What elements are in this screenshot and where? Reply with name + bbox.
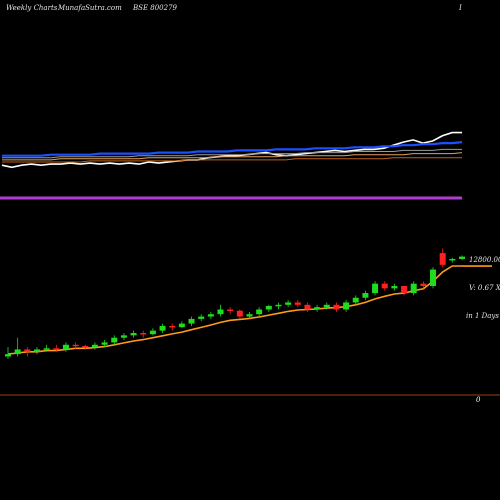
candle-body — [111, 337, 118, 343]
period-label: in 1 Days — [466, 312, 499, 320]
candle-body — [91, 344, 98, 348]
candle-body — [188, 318, 195, 324]
candle-body — [43, 348, 50, 350]
candle-body — [439, 253, 446, 265]
price-panel — [5, 248, 492, 359]
candle-body — [410, 283, 417, 294]
zero-marker: 0 — [476, 396, 481, 404]
indicator-series-line — [2, 152, 463, 161]
candle-body — [294, 302, 301, 305]
candle-body — [401, 286, 408, 294]
indicator-series-line — [2, 157, 462, 163]
candle-body — [149, 330, 156, 335]
candle-body — [449, 258, 456, 261]
candle-body — [236, 310, 243, 317]
candle-body — [430, 269, 437, 286]
candle-body — [120, 335, 127, 338]
zero-label: 0 — [476, 396, 481, 404]
indicator-panel — [1, 131, 463, 169]
candle-body — [217, 309, 224, 315]
candle-body — [333, 304, 340, 310]
candle-body — [82, 345, 89, 348]
candle-body — [391, 286, 398, 289]
candle-body — [362, 293, 369, 298]
candle-body — [14, 349, 21, 355]
candle-body — [207, 314, 214, 317]
candle-body — [33, 349, 40, 352]
candle-body — [101, 342, 108, 345]
candle-body — [285, 302, 292, 305]
candle-body — [304, 304, 311, 310]
candle-body — [372, 283, 379, 294]
candle-body — [24, 349, 31, 352]
candle-body — [159, 325, 166, 331]
candle-body — [178, 323, 185, 328]
candle-body — [352, 297, 359, 303]
candle-body — [227, 309, 234, 311]
volume-ratio-label: V: 0.67 X — [469, 284, 500, 292]
ema-line — [7, 265, 462, 355]
candle-body — [246, 314, 253, 317]
candle-body — [72, 344, 79, 347]
chart-header-site: MunafaSutra.com — [58, 4, 122, 12]
candle-body — [314, 307, 321, 310]
candle-body — [343, 302, 350, 310]
candle-body — [420, 283, 427, 286]
candle-body — [198, 316, 205, 319]
candle-body — [323, 304, 330, 308]
candle-body — [62, 344, 69, 350]
candle-body — [5, 354, 11, 357]
chart-header-left: Weekly Charts — [6, 4, 58, 12]
indicator-series-line — [2, 148, 462, 159]
indicator-series-line — [2, 141, 463, 157]
candle-body — [381, 283, 388, 289]
candle-body — [265, 305, 272, 310]
candle-body — [140, 333, 147, 335]
candle-body — [256, 309, 263, 315]
chart-header-symbol: BSE 800279 — [133, 4, 177, 12]
candle-body — [275, 304, 282, 307]
indicator-series-line — [1, 131, 462, 169]
chart-header-marker: I — [459, 4, 462, 12]
price-label: 12800.00 — [469, 256, 500, 264]
candle-body — [459, 256, 465, 259]
candle-body — [130, 333, 137, 336]
candle-body — [53, 348, 60, 350]
candle-body — [169, 325, 176, 328]
